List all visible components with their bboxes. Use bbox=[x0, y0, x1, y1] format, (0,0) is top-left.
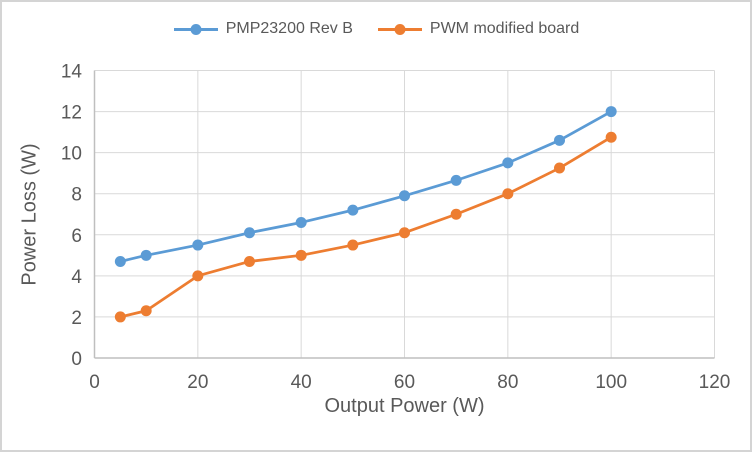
x-tick-label: 60 bbox=[394, 372, 415, 393]
x-tick-label: 80 bbox=[497, 372, 518, 393]
data-point-series-1 bbox=[502, 188, 514, 200]
y-tick-label: 14 bbox=[61, 62, 83, 83]
y-tick-label: 4 bbox=[71, 267, 82, 288]
data-point-series-1 bbox=[605, 131, 617, 143]
y-tick-label: 8 bbox=[71, 185, 82, 206]
y-axis-title-text: Power Loss (W) bbox=[18, 142, 41, 286]
data-point-series-1 bbox=[347, 239, 359, 251]
line-circle-marker-icon bbox=[377, 23, 422, 35]
data-point-series-0 bbox=[347, 204, 359, 216]
data-point-series-0 bbox=[140, 249, 152, 261]
x-tick-label: 120 bbox=[699, 372, 731, 393]
data-point-series-0 bbox=[399, 190, 410, 202]
data-point-series-1 bbox=[450, 208, 462, 220]
x-tick-label: 20 bbox=[187, 372, 208, 393]
data-point-series-1 bbox=[140, 305, 152, 317]
data-point-series-0 bbox=[605, 106, 617, 118]
data-point-series-0 bbox=[114, 255, 126, 267]
data-point-series-1 bbox=[295, 249, 307, 261]
y-tick-label: 10 bbox=[61, 144, 82, 165]
data-point-series-0 bbox=[244, 227, 255, 239]
data-point-series-0 bbox=[295, 216, 307, 228]
legend-label: PMP23200 Rev B bbox=[225, 20, 353, 37]
y-tick-label: 12 bbox=[61, 103, 82, 124]
series-line-0 bbox=[118, 110, 613, 263]
y-tick-label: 6 bbox=[71, 226, 82, 247]
x-axis-title: Output Power (W) bbox=[324, 395, 485, 417]
x-tick-label: 0 bbox=[89, 372, 100, 393]
chart-legend: PMP23200 Rev B PWM modified board bbox=[0, 16, 752, 42]
y-tick-label: 2 bbox=[71, 308, 82, 329]
data-point-series-1 bbox=[192, 270, 204, 282]
data-point-series-0 bbox=[502, 157, 514, 169]
series-line-1 bbox=[118, 135, 613, 319]
y-axis-title: Power Loss (W) bbox=[17, 70, 43, 358]
y-tick-label: 0 bbox=[71, 349, 82, 370]
data-point-series-0 bbox=[450, 174, 462, 186]
data-point-series-1 bbox=[554, 162, 565, 174]
data-point-series-0 bbox=[554, 134, 565, 146]
data-point-series-1 bbox=[114, 311, 126, 323]
legend-item-pwm-modified-board: PWM modified board bbox=[377, 20, 579, 38]
line-circle-marker-icon bbox=[173, 23, 218, 35]
data-point-series-0 bbox=[192, 239, 204, 251]
legend-label: PWM modified board bbox=[429, 20, 580, 37]
legend-item-pmp23200-rev-b: PMP23200 Rev B bbox=[173, 20, 353, 38]
x-tick-label: 40 bbox=[291, 372, 312, 393]
x-tick-label: 100 bbox=[595, 372, 627, 393]
data-point-series-1 bbox=[399, 227, 410, 239]
data-point-series-1 bbox=[244, 255, 255, 267]
